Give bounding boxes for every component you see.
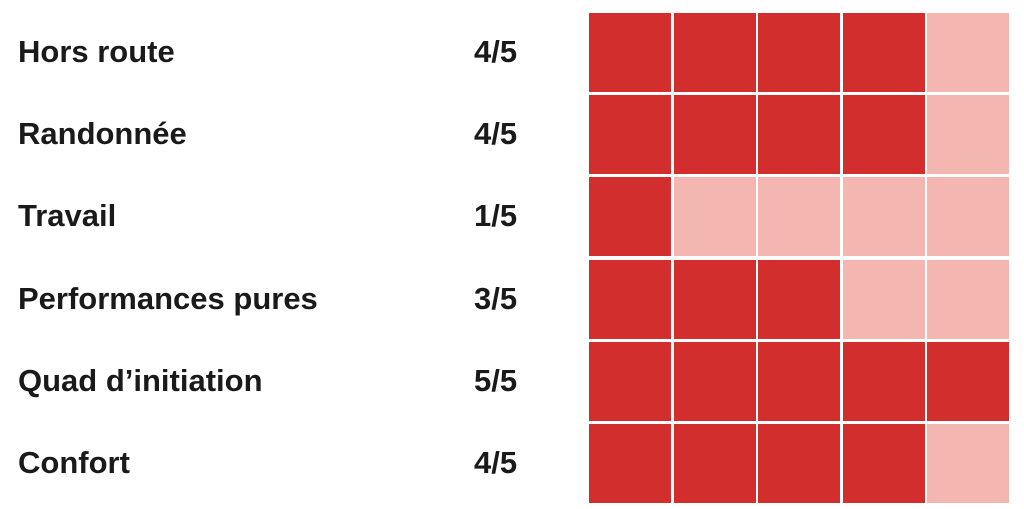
category-label: Randonnée	[18, 116, 187, 152]
empty-rating-cell	[927, 13, 1010, 92]
filled-rating-cell	[673, 13, 756, 92]
filled-rating-cell	[842, 341, 925, 421]
empty-rating-cell	[927, 177, 1010, 257]
empty-rating-cell	[927, 95, 1010, 175]
rating-row: Hors route 4/5	[0, 11, 580, 93]
filled-rating-cell	[842, 13, 925, 92]
score-label: 4/5	[474, 34, 518, 69]
category-label: Performances pures	[18, 280, 318, 316]
rating-row: Performances pures 3/5	[0, 258, 580, 340]
filled-rating-cell	[758, 13, 841, 92]
filled-rating-cell	[673, 95, 756, 175]
filled-rating-cell	[673, 424, 756, 503]
empty-rating-cell	[927, 259, 1010, 339]
filled-rating-cell	[589, 177, 671, 257]
filled-rating-cell	[589, 424, 671, 503]
rating-row: Travail 1/5	[0, 175, 580, 257]
filled-rating-cell	[589, 341, 671, 421]
filled-rating-cell	[758, 341, 841, 421]
score-label: 1/5	[474, 198, 518, 234]
category-label: Confort	[18, 445, 130, 480]
rating-row: Confort 4/5	[0, 422, 580, 504]
filled-rating-cell	[673, 259, 756, 339]
category-label: Hors route	[18, 34, 175, 69]
filled-rating-cell	[758, 259, 841, 339]
filled-rating-cell	[589, 95, 671, 175]
filled-rating-cell	[842, 95, 925, 175]
empty-rating-cell	[673, 177, 756, 257]
filled-rating-cell	[758, 424, 841, 503]
empty-rating-cell	[842, 259, 925, 339]
empty-rating-cell	[842, 177, 925, 257]
filled-rating-cell	[927, 341, 1010, 421]
filled-rating-cell	[589, 13, 671, 92]
score-label: 4/5	[474, 116, 518, 152]
category-label: Quad d’initiation	[18, 362, 263, 398]
filled-rating-cell	[589, 259, 671, 339]
empty-rating-cell	[927, 424, 1010, 503]
filled-rating-cell	[842, 424, 925, 503]
category-label: Travail	[18, 198, 117, 234]
score-label: 3/5	[474, 280, 518, 316]
filled-rating-cell	[758, 95, 841, 175]
empty-rating-cell	[758, 177, 841, 257]
rating-row: Quad d’initiation 5/5	[0, 340, 580, 422]
score-label: 5/5	[474, 362, 518, 398]
filled-rating-cell	[673, 341, 756, 421]
rating-row: Randonnée 4/5	[0, 93, 580, 175]
score-label: 4/5	[474, 445, 518, 480]
